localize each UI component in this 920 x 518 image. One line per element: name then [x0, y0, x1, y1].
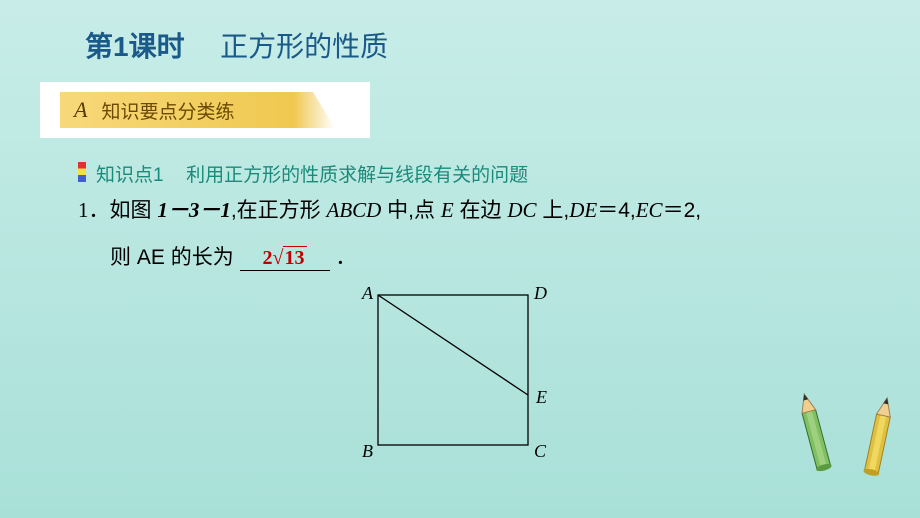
eq-de: ＝4, — [597, 199, 636, 222]
kp-marker-icon — [78, 162, 86, 182]
label-c: C — [534, 441, 547, 461]
problem-line2: 则 AE 的长为 2 13 ． — [110, 241, 356, 271]
t5: 上, — [537, 199, 570, 222]
pencils-icon — [800, 388, 910, 508]
square-abcd: ABCD — [327, 198, 382, 222]
kp-prefix: 知识点1 — [96, 165, 164, 186]
square-abcd-shape — [378, 295, 528, 445]
answer-coef: 2 — [263, 247, 273, 269]
t2: ,在正方形 — [231, 199, 327, 222]
answer-rad: 13 — [283, 246, 307, 269]
de: DE — [569, 198, 597, 222]
line-ae — [378, 295, 528, 395]
t3: 中,点 — [381, 199, 441, 222]
ec: EC — [636, 198, 663, 222]
l2-post: 的长为 — [165, 246, 234, 269]
label-a: A — [361, 285, 374, 303]
problem-number: 1． — [78, 198, 110, 222]
section-text: 知识要点分类练 — [101, 97, 234, 124]
label-e: E — [535, 387, 547, 407]
figure-square: A D E C B — [348, 285, 568, 485]
eq-ec: ＝2, — [663, 199, 702, 222]
section-letter: A — [74, 97, 87, 123]
ae: AE — [137, 246, 165, 269]
side-dc: DC — [507, 198, 536, 222]
sqrt-icon — [273, 247, 284, 270]
kp-body: 利用正方形的性质求解与线段有关的问题 — [186, 165, 528, 186]
t4: 在边 — [454, 199, 508, 222]
lesson-label: 第1课时 — [85, 31, 185, 62]
label-b: B — [362, 441, 373, 461]
lesson-name: 正方形的性质 — [220, 31, 388, 62]
section-banner: A 知识要点分类练 — [60, 92, 335, 128]
t1: 如图 — [110, 199, 158, 222]
point-e: E — [441, 198, 454, 222]
answer: 2 13 — [263, 247, 307, 269]
fig-ref: 1－3－1 — [157, 198, 231, 222]
section-banner-wrap: A 知识要点分类练 — [40, 82, 370, 138]
kp-text: 知识点1 利用正方形的性质求解与线段有关的问题 — [96, 160, 528, 187]
knowledge-point: 知识点1 利用正方形的性质求解与线段有关的问题 — [78, 160, 528, 187]
l2-pre: 则 — [110, 246, 137, 269]
period: ． — [335, 245, 356, 269]
lesson-title: 第1课时 正方形的性质 — [85, 25, 388, 65]
label-d: D — [533, 285, 547, 303]
problem-line1: 1．如图 1－3－1,在正方形 ABCD 中,点 E 在边 DC 上,DE＝4,… — [78, 195, 870, 227]
answer-blank: 2 13 — [240, 246, 330, 271]
